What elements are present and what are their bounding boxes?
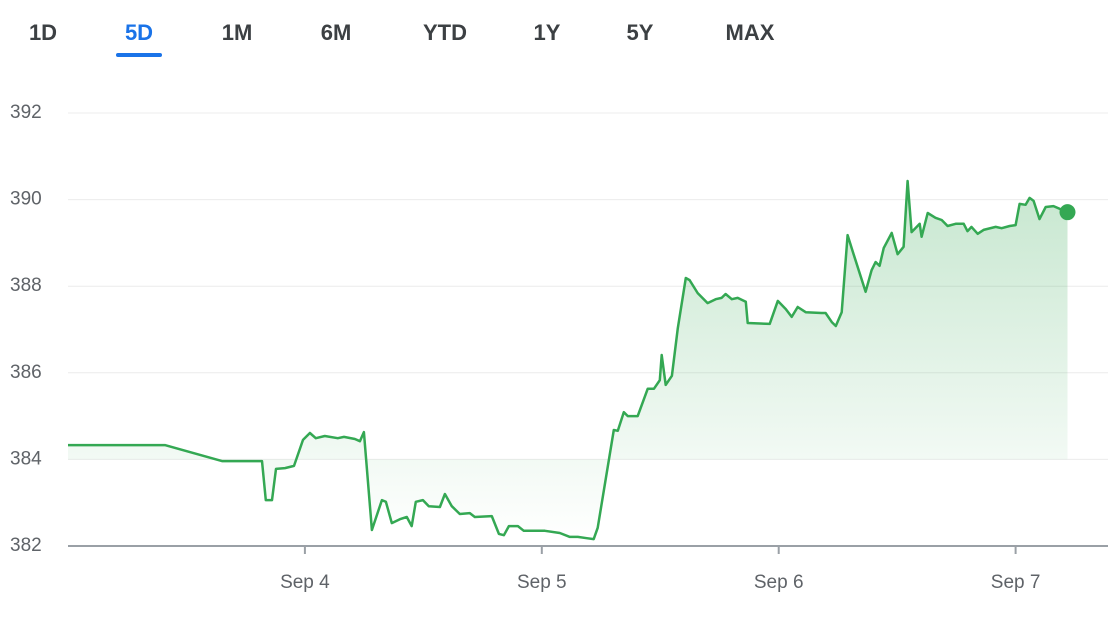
x-tick-label: Sep 7 [991, 572, 1041, 593]
x-tick-label: Sep 5 [517, 572, 567, 593]
area-fill [68, 181, 1068, 540]
y-tick-label: 392 [10, 102, 42, 123]
range-tab[interactable]: 1Y [534, 20, 561, 45]
y-tick-label: 386 [10, 362, 42, 383]
last-point [1059, 204, 1076, 221]
y-tick-label: 388 [10, 275, 42, 296]
x-tick-label: Sep 4 [280, 572, 330, 593]
y-tick-label: 384 [10, 448, 42, 469]
selected-tab-underline [116, 53, 162, 57]
y-tick-label: 382 [10, 535, 42, 556]
range-tab[interactable]: MAX [726, 20, 775, 45]
x-tick-label: Sep 6 [754, 572, 804, 593]
y-tick-label: 390 [10, 189, 42, 210]
range-tab[interactable]: YTD [423, 20, 467, 45]
price-line [68, 179, 1068, 541]
range-tab[interactable]: 6M [321, 20, 352, 45]
range-tab[interactable]: 1M [222, 20, 253, 45]
range-tab[interactable]: 5D [125, 20, 153, 45]
range-tab[interactable]: 1D [29, 20, 57, 45]
range-tab[interactable]: 5Y [627, 20, 654, 45]
